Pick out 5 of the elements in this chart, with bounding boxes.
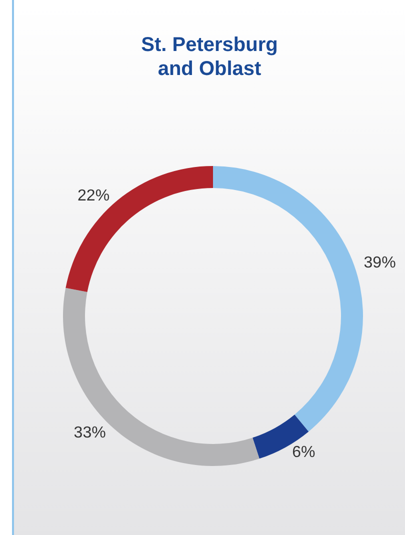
chart-title: St. Petersburg and Oblast: [141, 34, 278, 80]
data-label: 6%: [292, 444, 316, 462]
data-label: 39%: [364, 254, 396, 272]
data-label: 33%: [74, 424, 106, 442]
data-label: 22%: [78, 187, 110, 204]
